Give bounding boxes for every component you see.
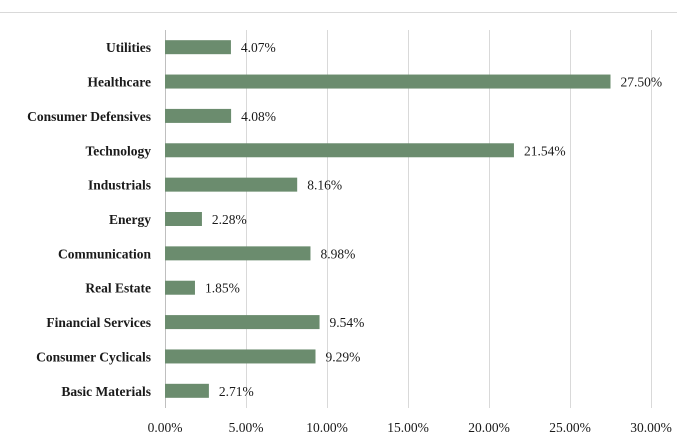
- bar: [165, 40, 231, 55]
- x-tick-label: 30.00%: [630, 420, 672, 435]
- x-tick-label: 10.00%: [306, 420, 348, 435]
- category-label: Healthcare: [88, 75, 151, 90]
- bar: [165, 246, 311, 261]
- bar: [165, 383, 209, 398]
- gridlines: [165, 30, 652, 408]
- value-label: 2.28%: [212, 212, 247, 227]
- bar: [165, 74, 611, 89]
- category-labels: Utilities Healthcare Consumer Defensives Te…: [27, 40, 151, 399]
- category-label: Utilities: [106, 40, 151, 55]
- category-label: Basic Materials: [61, 384, 151, 399]
- value-label: 9.54%: [330, 315, 365, 330]
- category-label: Energy: [109, 212, 151, 227]
- category-label: Consumer Defensives: [27, 109, 151, 124]
- bars: [165, 40, 611, 398]
- value-labels: 4.07% 27.50% 4.08% 21.54% 8.16% 2.28% 8.98% 1.8…: [205, 40, 662, 399]
- value-label: 2.71%: [219, 384, 254, 399]
- value-label: 9.29%: [325, 349, 360, 364]
- value-label: 8.98%: [320, 246, 355, 261]
- bar: [165, 349, 316, 364]
- x-tick-label: 15.00%: [387, 420, 429, 435]
- category-label: Communication: [58, 246, 151, 261]
- value-label: 4.07%: [241, 40, 276, 55]
- value-label: 4.08%: [241, 109, 276, 124]
- category-label: Industrials: [88, 178, 151, 193]
- bar: [165, 108, 232, 123]
- category-label: Real Estate: [85, 281, 151, 296]
- x-tick-label: 0.00%: [148, 420, 183, 435]
- x-tick-label: 5.00%: [229, 420, 264, 435]
- bar: [165, 177, 298, 192]
- x-tick-label: 20.00%: [468, 420, 510, 435]
- value-label: 21.54%: [524, 143, 566, 158]
- x-tick-labels: 0.00% 5.00% 10.00% 15.00% 20.00% 25.00% 30.00%: [148, 420, 672, 435]
- value-label: 8.16%: [307, 178, 342, 193]
- bar: [165, 143, 514, 158]
- category-label: Financial Services: [46, 315, 151, 330]
- value-label: 27.50%: [621, 75, 663, 90]
- bar: [165, 280, 195, 295]
- category-label: Consumer Cyclicals: [36, 349, 151, 364]
- x-tick-label: 25.00%: [549, 420, 591, 435]
- bar: [165, 315, 320, 330]
- value-label: 1.85%: [205, 281, 240, 296]
- category-label: Technology: [85, 143, 151, 158]
- bar: [165, 212, 202, 226]
